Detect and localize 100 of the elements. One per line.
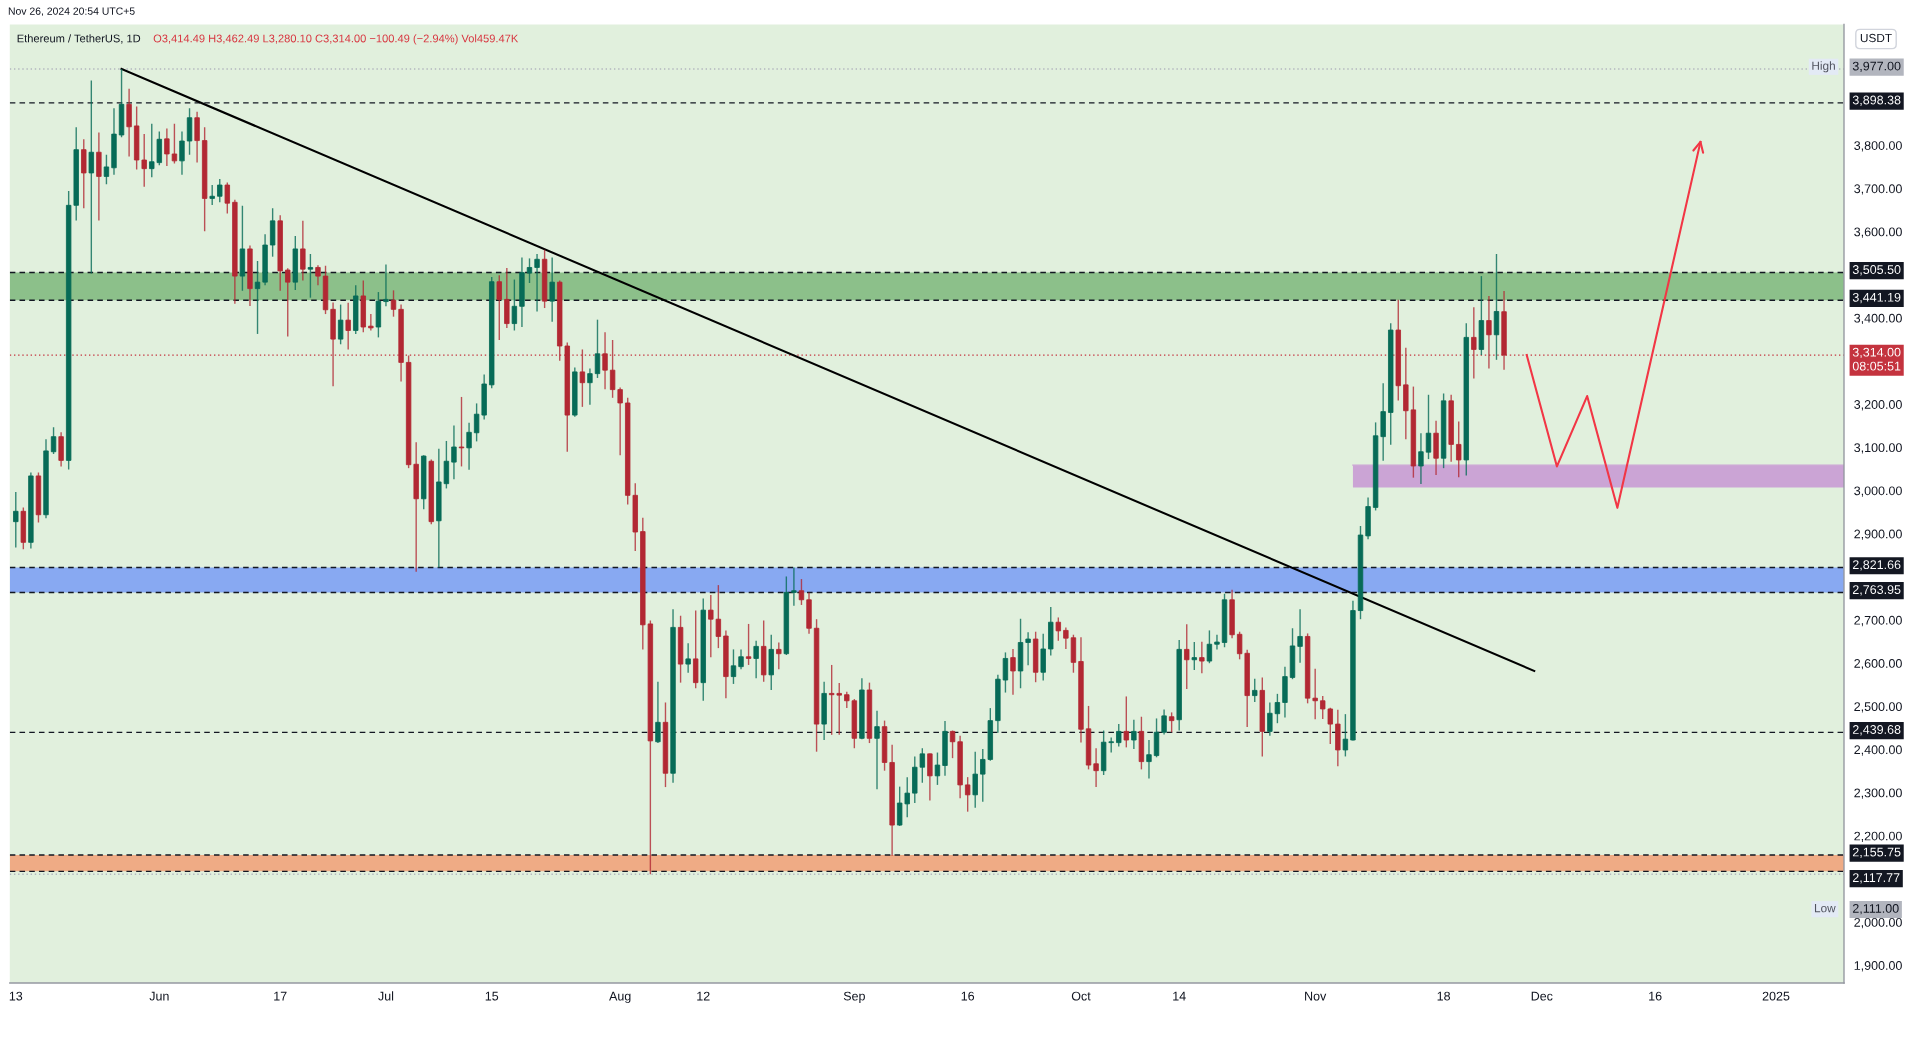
candlestick bbox=[1214, 634, 1220, 651]
candlestick bbox=[285, 267, 291, 338]
candlestick bbox=[745, 623, 752, 666]
candlestick bbox=[587, 367, 593, 406]
candlestick bbox=[1206, 629, 1213, 664]
candlestick bbox=[194, 110, 200, 164]
candlestick bbox=[1486, 295, 1492, 370]
candlestick bbox=[209, 184, 215, 206]
candlestick bbox=[466, 422, 472, 471]
candlestick bbox=[655, 681, 661, 744]
candlestick bbox=[337, 303, 344, 345]
y-tick-label: 3,200.00 bbox=[1854, 400, 1902, 411]
ref-line-label: 2,117.77 bbox=[1852, 873, 1900, 884]
candlestick bbox=[13, 491, 19, 549]
ref-line-label: 2,821.66 bbox=[1852, 560, 1901, 571]
candlestick bbox=[1153, 717, 1160, 758]
candlestick bbox=[753, 640, 759, 680]
annotation: Low bbox=[1814, 904, 1836, 913]
y-tick-label: 3,000.00 bbox=[1854, 486, 1902, 497]
y-axis-title: USDT bbox=[1860, 33, 1892, 43]
candlestick bbox=[451, 424, 457, 481]
candlestick bbox=[315, 264, 321, 286]
candlestick bbox=[511, 278, 518, 332]
candlestick bbox=[1093, 747, 1099, 788]
candlestick bbox=[949, 729, 956, 759]
ref-line-label: 2,155.75 bbox=[1852, 847, 1901, 858]
x-tick-label: 14 bbox=[1173, 991, 1186, 1001]
candlestick bbox=[1025, 631, 1031, 667]
y-tick-label: 3,700.00 bbox=[1854, 184, 1902, 195]
ref-line-label: 2,439.68 bbox=[1852, 725, 1901, 736]
ref-line-label: 3,505.50 bbox=[1852, 265, 1901, 276]
x-tick-label: Oct bbox=[1071, 991, 1091, 1001]
x-tick-label: Nov bbox=[1305, 991, 1327, 1001]
x-tick-label: Jul bbox=[378, 991, 394, 1001]
candlestick bbox=[1184, 623, 1190, 690]
x-tick-label: 18 bbox=[1437, 991, 1451, 1001]
candlestick bbox=[579, 348, 586, 408]
candlestick bbox=[126, 88, 132, 158]
candlestick bbox=[300, 220, 306, 282]
candlestick bbox=[171, 123, 178, 165]
candlestick bbox=[1131, 719, 1137, 750]
ref-line-label: 3,977.00 bbox=[1852, 61, 1901, 72]
candlestick bbox=[179, 130, 185, 176]
y-tick-label: 2,400.00 bbox=[1854, 745, 1902, 756]
ref-line-label: 3,441.19 bbox=[1852, 292, 1901, 304]
y-tick-label: 1,900.00 bbox=[1854, 961, 1902, 972]
candlestick bbox=[1297, 608, 1303, 664]
candlestick bbox=[1168, 711, 1175, 733]
candlestick bbox=[685, 642, 691, 674]
ref-line-label: 2,763.95 bbox=[1852, 585, 1901, 596]
candlestick bbox=[1191, 641, 1197, 671]
candlestick bbox=[1161, 708, 1167, 736]
candlestick bbox=[81, 138, 87, 210]
candlestick bbox=[1116, 723, 1122, 748]
y-tick-label: 2,700.00 bbox=[1854, 615, 1902, 627]
y-tick-label: 2,600.00 bbox=[1854, 659, 1902, 670]
x-tick-label: 2025 bbox=[1762, 991, 1790, 1001]
ref-line-label: 3,898.38 bbox=[1852, 95, 1901, 106]
text: O3,414.49 H3,462.49 L3,280.10 C3,314.00 −100.49 (−2.94%) Vol459.47K bbox=[153, 34, 519, 45]
x-tick-label: 13 bbox=[9, 991, 23, 1001]
candlestick bbox=[224, 181, 230, 215]
candlestick bbox=[1055, 616, 1062, 642]
x-tick-label: Sep bbox=[843, 991, 865, 1003]
candlestick bbox=[496, 274, 502, 341]
candlestick bbox=[383, 263, 389, 308]
candlestick bbox=[972, 750, 978, 809]
candlestick bbox=[1418, 432, 1424, 485]
y-tick-label: 2,200.00 bbox=[1854, 831, 1902, 842]
candlestick bbox=[1040, 633, 1046, 682]
candlestick bbox=[103, 154, 110, 185]
y-tick-label: 2,900.00 bbox=[1854, 529, 1902, 540]
candlestick bbox=[186, 107, 193, 156]
y-tick-label: 3,100.00 bbox=[1854, 443, 1902, 454]
candlestick bbox=[1123, 695, 1129, 749]
candlestick bbox=[964, 776, 971, 813]
candlestick bbox=[791, 566, 797, 607]
candlestick bbox=[1063, 626, 1069, 650]
candlestick bbox=[345, 302, 351, 351]
candlestick bbox=[1010, 648, 1016, 696]
candlestick bbox=[526, 257, 533, 284]
candlestick bbox=[1199, 640, 1205, 674]
ref-line-label: 2,111.00 bbox=[1852, 904, 1899, 915]
candlestick bbox=[534, 253, 540, 313]
ref-line-label: 3,314.00 08:05:51 bbox=[1852, 347, 1901, 371]
candlestick bbox=[307, 253, 314, 299]
candlestick bbox=[1342, 713, 1349, 758]
candlestick bbox=[693, 609, 699, 689]
y-tick-label: 3,800.00 bbox=[1854, 141, 1902, 152]
y-tick-label: 3,400.00 bbox=[1854, 313, 1902, 325]
candlestick bbox=[602, 331, 608, 390]
candlestick bbox=[1493, 253, 1500, 361]
candlestick bbox=[1425, 394, 1432, 460]
candlestick bbox=[1456, 420, 1462, 478]
candlestick bbox=[549, 256, 555, 323]
candlestick bbox=[88, 79, 95, 275]
candlestick bbox=[254, 260, 261, 335]
annotation: High bbox=[1812, 61, 1835, 73]
x-tick-label: Dec bbox=[1531, 991, 1553, 1001]
y-tick-label: 2,500.00 bbox=[1854, 702, 1902, 713]
candlestick bbox=[50, 426, 57, 455]
